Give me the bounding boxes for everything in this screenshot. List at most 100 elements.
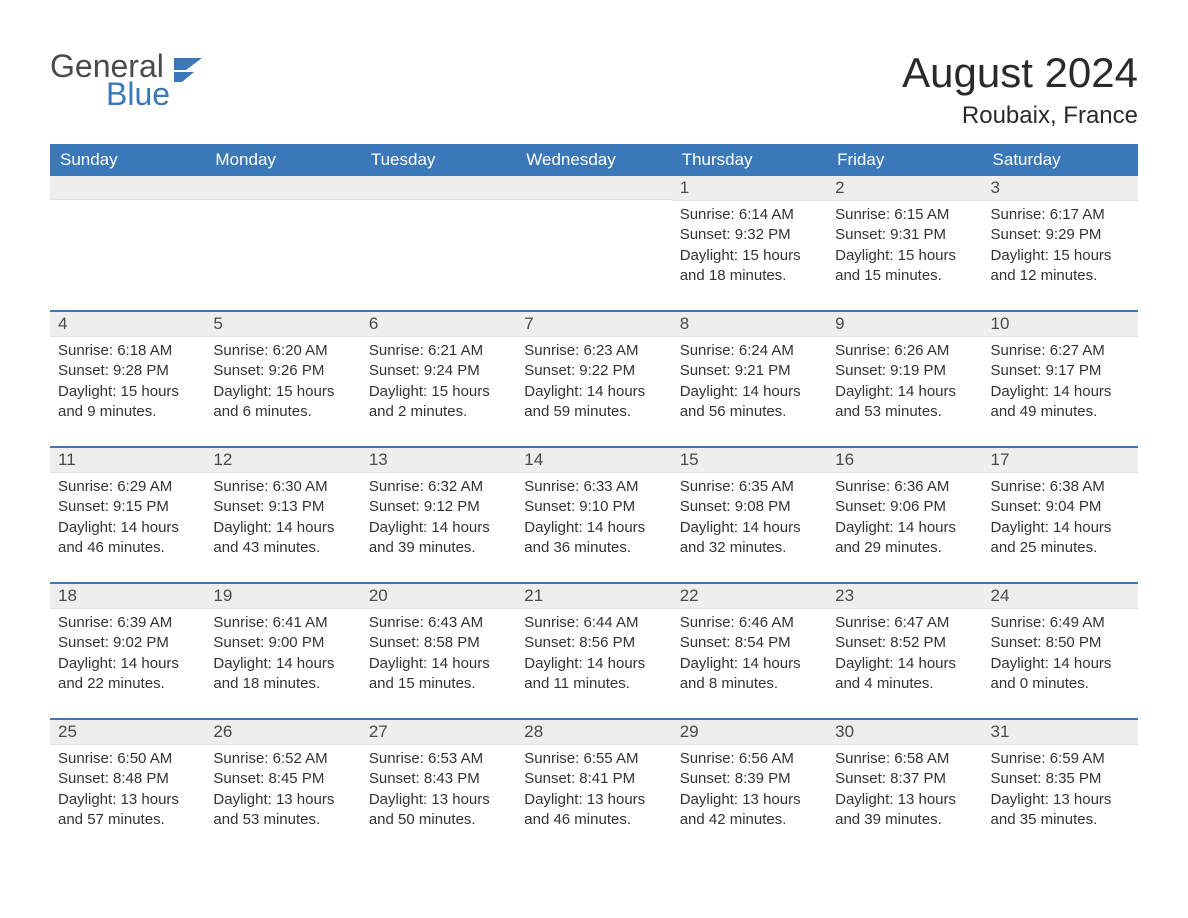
week-row: 1Sunrise: 6:14 AMSunset: 9:32 PMDaylight… xyxy=(50,176,1138,292)
sunrise-text: Sunrise: 6:21 AM xyxy=(369,341,508,361)
daylight-text: Daylight: 14 hours and 18 minutes. xyxy=(213,654,352,695)
sunrise-text: Sunrise: 6:38 AM xyxy=(991,477,1130,497)
daylight-text: Daylight: 14 hours and 49 minutes. xyxy=(991,382,1130,423)
day-cell: 30Sunrise: 6:58 AMSunset: 8:37 PMDayligh… xyxy=(827,720,982,836)
sunrise-text: Sunrise: 6:20 AM xyxy=(213,341,352,361)
sunset-text: Sunset: 8:56 PM xyxy=(524,633,663,653)
logo-text-blue: Blue xyxy=(106,78,170,110)
day-number xyxy=(50,176,205,200)
day-cell: 13Sunrise: 6:32 AMSunset: 9:12 PMDayligh… xyxy=(361,448,516,564)
day-number: 26 xyxy=(205,720,360,745)
day-number: 9 xyxy=(827,312,982,337)
daylight-text: Daylight: 14 hours and 46 minutes. xyxy=(58,518,197,559)
day-info: Sunrise: 6:41 AMSunset: 9:00 PMDaylight:… xyxy=(205,609,360,700)
daylight-text: Daylight: 14 hours and 29 minutes. xyxy=(835,518,974,559)
header: General Blue August 2024 Roubaix, France xyxy=(50,50,1138,130)
day-cell: 1Sunrise: 6:14 AMSunset: 9:32 PMDaylight… xyxy=(672,176,827,292)
day-header: Wednesday xyxy=(516,144,671,176)
week-row: 4Sunrise: 6:18 AMSunset: 9:28 PMDaylight… xyxy=(50,310,1138,428)
day-cell: 3Sunrise: 6:17 AMSunset: 9:29 PMDaylight… xyxy=(983,176,1138,292)
daylight-text: Daylight: 14 hours and 56 minutes. xyxy=(680,382,819,423)
day-number: 8 xyxy=(672,312,827,337)
day-info: Sunrise: 6:58 AMSunset: 8:37 PMDaylight:… xyxy=(827,745,982,836)
day-cell: 5Sunrise: 6:20 AMSunset: 9:26 PMDaylight… xyxy=(205,312,360,428)
day-number: 20 xyxy=(361,584,516,609)
day-info: Sunrise: 6:43 AMSunset: 8:58 PMDaylight:… xyxy=(361,609,516,700)
week-row: 18Sunrise: 6:39 AMSunset: 9:02 PMDayligh… xyxy=(50,582,1138,700)
sunrise-text: Sunrise: 6:47 AM xyxy=(835,613,974,633)
sunrise-text: Sunrise: 6:46 AM xyxy=(680,613,819,633)
sunrise-text: Sunrise: 6:43 AM xyxy=(369,613,508,633)
day-number: 12 xyxy=(205,448,360,473)
day-info: Sunrise: 6:49 AMSunset: 8:50 PMDaylight:… xyxy=(983,609,1138,700)
day-info: Sunrise: 6:15 AMSunset: 9:31 PMDaylight:… xyxy=(827,201,982,292)
day-info: Sunrise: 6:50 AMSunset: 8:48 PMDaylight:… xyxy=(50,745,205,836)
day-cell: 24Sunrise: 6:49 AMSunset: 8:50 PMDayligh… xyxy=(983,584,1138,700)
day-header: Sunday xyxy=(50,144,205,176)
day-info: Sunrise: 6:52 AMSunset: 8:45 PMDaylight:… xyxy=(205,745,360,836)
week-row: 25Sunrise: 6:50 AMSunset: 8:48 PMDayligh… xyxy=(50,718,1138,836)
sunset-text: Sunset: 9:15 PM xyxy=(58,497,197,517)
logo-flag-icon xyxy=(174,54,214,84)
daylight-text: Daylight: 14 hours and 32 minutes. xyxy=(680,518,819,559)
daylight-text: Daylight: 14 hours and 43 minutes. xyxy=(213,518,352,559)
day-info: Sunrise: 6:53 AMSunset: 8:43 PMDaylight:… xyxy=(361,745,516,836)
sunset-text: Sunset: 8:43 PM xyxy=(369,769,508,789)
day-number: 4 xyxy=(50,312,205,337)
sunrise-text: Sunrise: 6:49 AM xyxy=(991,613,1130,633)
sunset-text: Sunset: 8:39 PM xyxy=(680,769,819,789)
daylight-text: Daylight: 14 hours and 25 minutes. xyxy=(991,518,1130,559)
day-number: 21 xyxy=(516,584,671,609)
day-info: Sunrise: 6:35 AMSunset: 9:08 PMDaylight:… xyxy=(672,473,827,564)
day-info: Sunrise: 6:17 AMSunset: 9:29 PMDaylight:… xyxy=(983,201,1138,292)
day-info: Sunrise: 6:20 AMSunset: 9:26 PMDaylight:… xyxy=(205,337,360,428)
day-info: Sunrise: 6:56 AMSunset: 8:39 PMDaylight:… xyxy=(672,745,827,836)
sunset-text: Sunset: 8:54 PM xyxy=(680,633,819,653)
daylight-text: Daylight: 13 hours and 50 minutes. xyxy=(369,790,508,831)
sunrise-text: Sunrise: 6:59 AM xyxy=(991,749,1130,769)
calendar: Sunday Monday Tuesday Wednesday Thursday… xyxy=(50,144,1138,836)
daylight-text: Daylight: 15 hours and 15 minutes. xyxy=(835,246,974,287)
day-info: Sunrise: 6:24 AMSunset: 9:21 PMDaylight:… xyxy=(672,337,827,428)
day-cell xyxy=(205,176,360,292)
day-info: Sunrise: 6:44 AMSunset: 8:56 PMDaylight:… xyxy=(516,609,671,700)
sunset-text: Sunset: 8:41 PM xyxy=(524,769,663,789)
day-cell: 18Sunrise: 6:39 AMSunset: 9:02 PMDayligh… xyxy=(50,584,205,700)
day-info: Sunrise: 6:26 AMSunset: 9:19 PMDaylight:… xyxy=(827,337,982,428)
sunrise-text: Sunrise: 6:30 AM xyxy=(213,477,352,497)
day-cell: 22Sunrise: 6:46 AMSunset: 8:54 PMDayligh… xyxy=(672,584,827,700)
daylight-text: Daylight: 14 hours and 39 minutes. xyxy=(369,518,508,559)
day-cell: 17Sunrise: 6:38 AMSunset: 9:04 PMDayligh… xyxy=(983,448,1138,564)
daylight-text: Daylight: 15 hours and 6 minutes. xyxy=(213,382,352,423)
sunset-text: Sunset: 9:13 PM xyxy=(213,497,352,517)
sunset-text: Sunset: 8:50 PM xyxy=(991,633,1130,653)
sunrise-text: Sunrise: 6:50 AM xyxy=(58,749,197,769)
daylight-text: Daylight: 14 hours and 59 minutes. xyxy=(524,382,663,423)
weeks-container: 1Sunrise: 6:14 AMSunset: 9:32 PMDaylight… xyxy=(50,176,1138,836)
day-cell: 16Sunrise: 6:36 AMSunset: 9:06 PMDayligh… xyxy=(827,448,982,564)
day-number: 28 xyxy=(516,720,671,745)
sunset-text: Sunset: 9:19 PM xyxy=(835,361,974,381)
day-number: 31 xyxy=(983,720,1138,745)
day-cell: 9Sunrise: 6:26 AMSunset: 9:19 PMDaylight… xyxy=(827,312,982,428)
day-cell: 29Sunrise: 6:56 AMSunset: 8:39 PMDayligh… xyxy=(672,720,827,836)
day-info: Sunrise: 6:27 AMSunset: 9:17 PMDaylight:… xyxy=(983,337,1138,428)
sunrise-text: Sunrise: 6:36 AM xyxy=(835,477,974,497)
day-info: Sunrise: 6:14 AMSunset: 9:32 PMDaylight:… xyxy=(672,201,827,292)
sunset-text: Sunset: 8:37 PM xyxy=(835,769,974,789)
day-cell: 11Sunrise: 6:29 AMSunset: 9:15 PMDayligh… xyxy=(50,448,205,564)
day-cell: 7Sunrise: 6:23 AMSunset: 9:22 PMDaylight… xyxy=(516,312,671,428)
day-number: 11 xyxy=(50,448,205,473)
sunrise-text: Sunrise: 6:32 AM xyxy=(369,477,508,497)
day-cell: 20Sunrise: 6:43 AMSunset: 8:58 PMDayligh… xyxy=(361,584,516,700)
sunset-text: Sunset: 8:58 PM xyxy=(369,633,508,653)
sunset-text: Sunset: 9:24 PM xyxy=(369,361,508,381)
day-number: 7 xyxy=(516,312,671,337)
day-cell: 27Sunrise: 6:53 AMSunset: 8:43 PMDayligh… xyxy=(361,720,516,836)
day-info: Sunrise: 6:39 AMSunset: 9:02 PMDaylight:… xyxy=(50,609,205,700)
day-info: Sunrise: 6:47 AMSunset: 8:52 PMDaylight:… xyxy=(827,609,982,700)
day-cell xyxy=(516,176,671,292)
sunrise-text: Sunrise: 6:27 AM xyxy=(991,341,1130,361)
sunset-text: Sunset: 9:21 PM xyxy=(680,361,819,381)
daylight-text: Daylight: 14 hours and 0 minutes. xyxy=(991,654,1130,695)
